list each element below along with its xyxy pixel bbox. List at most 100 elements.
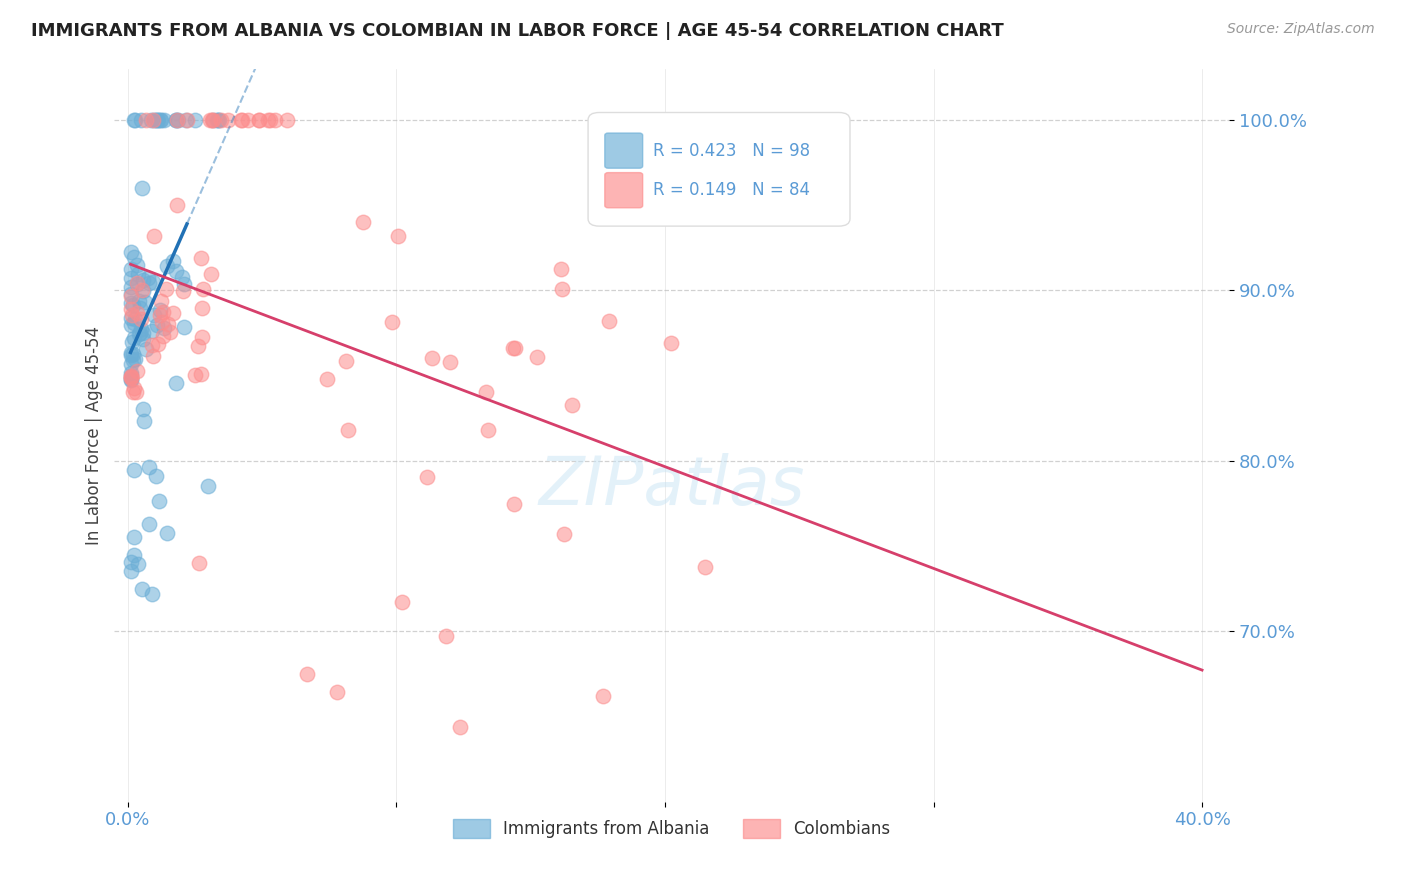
Point (183, 112, 205, 127)
Point (128, 301, 150, 316)
Point (190, 368, 212, 382)
Point (257, 112, 280, 127)
Point (125, 259, 148, 273)
Point (146, 112, 169, 127)
Point (149, 112, 172, 127)
Point (247, 112, 270, 127)
Point (120, 369, 142, 384)
Text: R = 0.149   N = 84: R = 0.149 N = 84 (652, 181, 810, 199)
Point (173, 277, 195, 291)
Point (121, 298, 143, 312)
Point (122, 380, 145, 394)
Point (122, 463, 145, 477)
Point (129, 311, 152, 326)
Point (150, 315, 173, 329)
Point (259, 112, 281, 127)
Point (387, 229, 409, 244)
Point (659, 335, 682, 350)
FancyBboxPatch shape (588, 112, 851, 227)
Point (166, 112, 188, 127)
Point (122, 112, 145, 127)
Point (236, 112, 259, 127)
Point (167, 112, 190, 127)
Point (127, 277, 149, 291)
Point (439, 354, 461, 368)
Point (141, 325, 163, 339)
Text: ZIPatlas: ZIPatlas (538, 453, 804, 519)
Point (420, 351, 443, 365)
Point (149, 293, 172, 308)
Point (592, 689, 614, 703)
Point (120, 564, 142, 578)
Point (449, 720, 471, 734)
Point (124, 112, 146, 127)
Point (335, 354, 357, 368)
Point (551, 282, 574, 296)
Point (120, 357, 142, 371)
Point (120, 296, 142, 310)
Point (326, 685, 349, 699)
Point (131, 332, 153, 346)
Point (141, 338, 163, 352)
Point (120, 287, 142, 301)
Point (138, 517, 160, 532)
Point (231, 112, 253, 127)
Point (503, 497, 526, 511)
Point (131, 112, 153, 127)
Point (598, 314, 620, 328)
Point (127, 277, 149, 291)
Point (187, 339, 209, 353)
Point (122, 548, 145, 562)
Text: IMMIGRANTS FROM ALBANIA VS COLOMBIAN IN LABOR FORCE | AGE 45-54 CORRELATION CHAR: IMMIGRANTS FROM ALBANIA VS COLOMBIAN IN … (31, 22, 1004, 40)
Point (503, 342, 526, 356)
Point (187, 556, 209, 570)
Point (200, 112, 222, 127)
Point (155, 282, 177, 296)
Point (134, 295, 156, 310)
Point (155, 526, 177, 541)
Point (297, 666, 319, 681)
Point (138, 460, 160, 475)
Point (416, 470, 439, 484)
Point (148, 494, 170, 508)
Point (142, 349, 165, 363)
Point (207, 112, 229, 127)
Point (200, 267, 222, 281)
Point (561, 398, 583, 412)
Point (526, 351, 548, 365)
Point (172, 284, 194, 298)
Point (120, 280, 142, 294)
Point (128, 294, 150, 309)
Point (159, 325, 181, 339)
Point (693, 560, 716, 574)
Point (152, 329, 174, 343)
Point (129, 322, 152, 336)
Point (477, 423, 499, 437)
Point (172, 270, 194, 285)
Point (191, 329, 214, 343)
Point (165, 264, 187, 278)
Point (201, 112, 224, 127)
Point (150, 112, 173, 127)
Point (276, 112, 298, 127)
Point (197, 479, 219, 493)
Point (120, 261, 142, 276)
Point (131, 284, 153, 298)
Point (165, 112, 187, 127)
Point (139, 112, 162, 127)
Point (190, 301, 212, 315)
Point (391, 595, 413, 609)
Point (131, 582, 153, 597)
Point (122, 530, 145, 544)
Legend: Immigrants from Albania, Colombians: Immigrants from Albania, Colombians (447, 812, 897, 845)
Point (149, 308, 172, 322)
Point (247, 112, 270, 127)
Point (125, 306, 148, 320)
Point (264, 112, 287, 127)
Point (553, 526, 575, 541)
Point (135, 343, 157, 357)
Point (120, 373, 142, 387)
Point (145, 112, 167, 127)
Y-axis label: In Labor Force | Age 45-54: In Labor Force | Age 45-54 (86, 326, 103, 544)
Point (381, 315, 404, 329)
